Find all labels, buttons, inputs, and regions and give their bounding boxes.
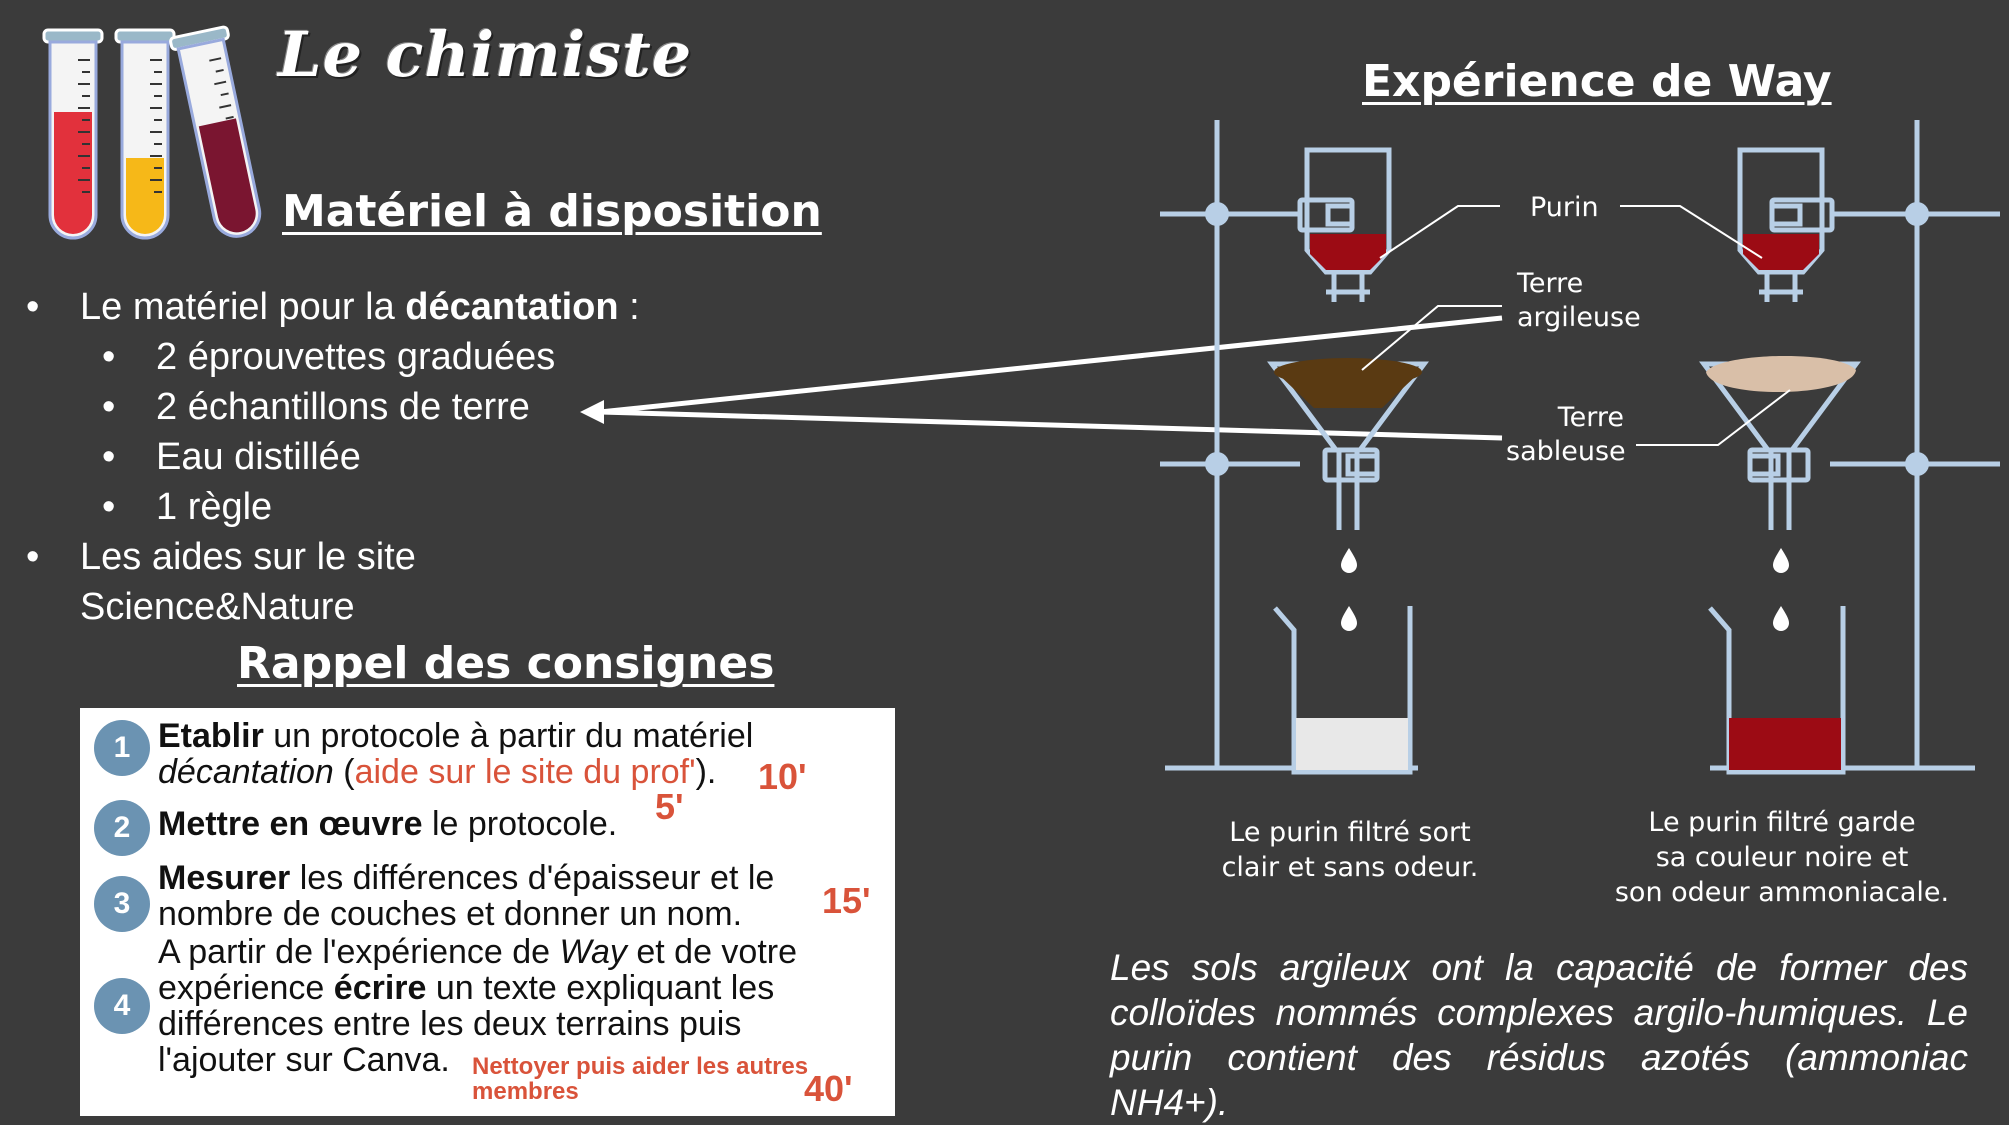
instructions-card: 1 Etablir un protocole à partir du matér… — [80, 708, 895, 1116]
step-number-badge: 2 — [94, 800, 150, 856]
step-duration: 5' — [655, 786, 684, 827]
list-item: • Les aides sur le site — [26, 536, 416, 578]
step-note: Nettoyer puis aider les autres membres — [472, 1053, 809, 1105]
step-text: Mettre en œuvre le protocole. — [158, 805, 618, 843]
step-number-badge: 3 — [94, 876, 150, 932]
step-duration: 15' — [822, 880, 871, 921]
label-leader-lines — [1361, 205, 1791, 446]
way-heading: Expérience de Way — [1362, 56, 1832, 107]
clear-filtrate — [1296, 718, 1408, 770]
materiel-heading: Matériel à disposition — [282, 186, 822, 237]
rappel-heading: Rappel des consignes — [237, 638, 775, 689]
clay-soil-sample — [1276, 372, 1420, 408]
conclusion-paragraph: Les sols argileux ont la capacité de for… — [1110, 947, 1968, 1123]
sub-list-item: • 2 éprouvettes graduées — [102, 336, 556, 378]
test-tube-red-icon — [42, 28, 104, 240]
purin-liquid — [1310, 234, 1386, 270]
materiel-list: • Le matériel pour la décantation : • 2 é… — [18, 282, 640, 632]
page-title: Le chimiste — [278, 18, 693, 91]
step-text: Etablir un protocole à partir du matérie… — [158, 717, 754, 791]
step-number-badge: 4 — [94, 978, 150, 1034]
list-item: • Le matériel pour la décantation : — [26, 286, 640, 328]
droplet-icon — [1341, 548, 1357, 573]
test-tube-yellow-icon — [114, 28, 176, 240]
left-apparatus — [1160, 120, 1429, 775]
right-apparatus — [1699, 120, 2000, 775]
step-duration: 40' — [804, 1068, 853, 1109]
step-text: A partir de l'expérience de Way et de vo… — [158, 933, 798, 1079]
list-item-continuation: Science&Nature — [80, 586, 355, 628]
sub-list-item: • 2 échantillons de terre — [102, 386, 530, 428]
droplet-icon — [1773, 606, 1789, 631]
dark-filtrate — [1729, 718, 1841, 770]
step-text: Mesurer les différences d'épaisseur et l… — [158, 859, 775, 933]
test-tubes-illustration — [42, 25, 262, 240]
caption-right: Le purin filtré garde sa couleur noire e… — [1614, 807, 1950, 908]
sub-list-item: • Eau distillée — [102, 436, 361, 478]
caption-left: Le purin filtré sort clair et sans odeur… — [1221, 817, 1479, 883]
sandy-soil-sample — [1706, 355, 1856, 393]
droplet-icon — [1341, 606, 1357, 631]
sub-list-item: • 1 règle — [102, 486, 273, 528]
purin-liquid — [1743, 234, 1819, 270]
step-duration: 10' — [758, 756, 807, 797]
arrow-head-icon — [580, 400, 604, 424]
label-terre-argileuse: Terre argileuse — [1517, 268, 1641, 333]
label-terre-sableuse: Terre sableuse — [1506, 402, 1626, 467]
droplet-icon — [1773, 548, 1789, 573]
label-purin: Purin — [1530, 192, 1599, 223]
test-tube-burgundy-icon — [169, 25, 262, 238]
step-number-badge: 1 — [94, 720, 150, 776]
arrow-to-samples — [599, 315, 1503, 441]
